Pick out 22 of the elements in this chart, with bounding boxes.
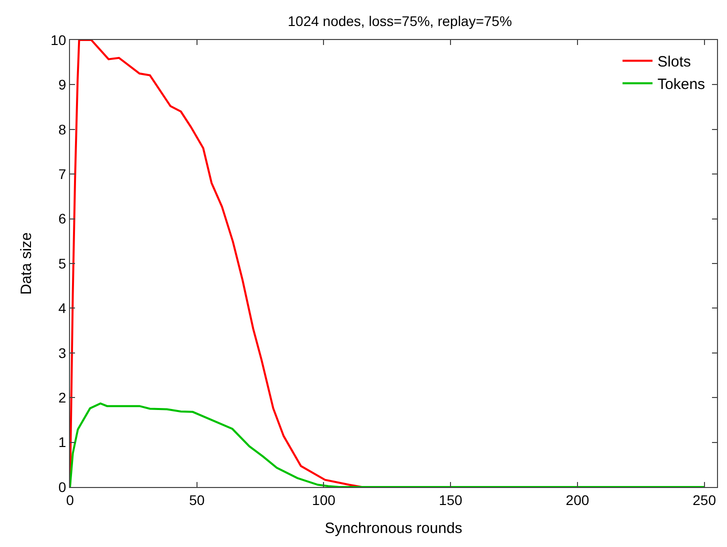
x-tick-label: 250 <box>692 492 716 508</box>
x-tick-label: 200 <box>566 492 590 508</box>
line-series <box>70 402 706 487</box>
x-tick-label: 100 <box>312 492 336 508</box>
x-axis-title: Synchronous rounds <box>324 520 462 537</box>
legend-label: Tokens <box>658 76 706 94</box>
y-tick-label: 7 <box>58 166 66 182</box>
y-tick-label: 10 <box>50 32 66 48</box>
y-tick-label: 9 <box>58 76 66 93</box>
x-tick-label: 50 <box>189 492 205 508</box>
y-tick-label: 3 <box>58 344 66 361</box>
y-tick-label: 6 <box>58 210 66 227</box>
chart-title: 1024 nodes, loss=75%, replay=75% <box>288 13 512 30</box>
y-tick-label: 0 <box>58 478 66 495</box>
y-axis-title: Data size <box>18 232 35 295</box>
y-tick-label: 2 <box>58 390 66 406</box>
legend-label: Slots <box>658 54 691 71</box>
x-tick-label: 150 <box>438 492 462 508</box>
y-tick-label: 5 <box>58 255 66 272</box>
y-tick-label: 4 <box>58 300 66 316</box>
y-tick-label: 8 <box>58 121 66 138</box>
y-tick-label: 1 <box>58 434 66 450</box>
